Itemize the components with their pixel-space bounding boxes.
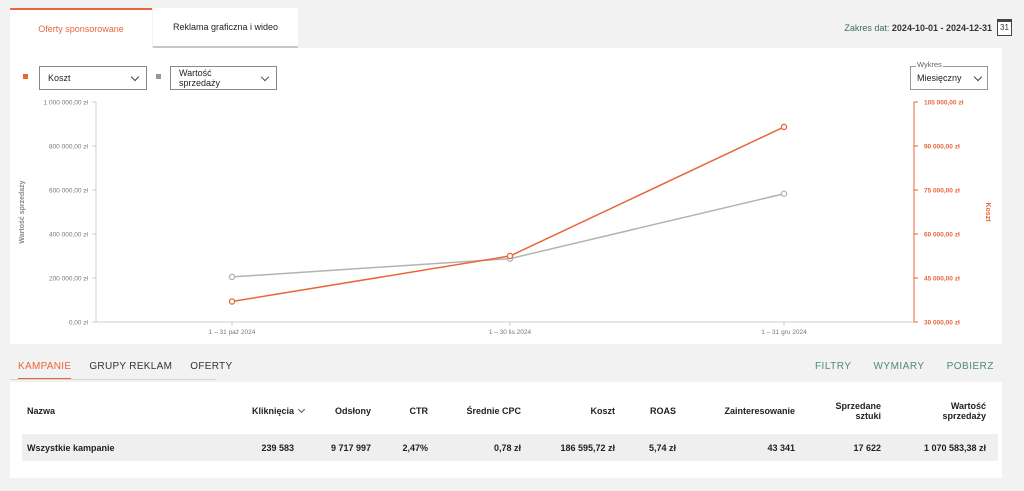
- table-row[interactable]: Wszystkie kampanie 239 583 9 717 997 2,4…: [22, 434, 998, 461]
- right-axis-title: Koszt: [984, 202, 991, 222]
- metric1-value: Koszt: [48, 73, 71, 83]
- col-clicks[interactable]: Kliknięcia: [251, 396, 306, 426]
- series-point: [506, 252, 514, 260]
- col-sales-value-line1: Wartość: [950, 401, 986, 411]
- metric2-value: Wartość sprzedaży: [179, 68, 221, 88]
- cell-avg-cpc: 0,78 zł: [493, 442, 521, 453]
- series-point: [780, 190, 788, 197]
- cell-cost: 186 595,72 zł: [560, 442, 615, 453]
- filters-button[interactable]: FILTRY: [814, 361, 852, 372]
- metric1-select[interactable]: Koszt: [39, 66, 147, 90]
- granularity-value: Miesięczny: [917, 73, 962, 83]
- tab-ad-groups[interactable]: GRUPY REKLAM: [89, 361, 173, 372]
- dimensions-button[interactable]: WYMIARY: [873, 361, 925, 372]
- left-tick-label: 1 000 000,00 zł: [44, 100, 89, 107]
- left-tick-label: 800 000,00 zł: [49, 144, 89, 151]
- col-roas[interactable]: ROAS: [649, 406, 676, 416]
- right-tick-label: 90 000,00 zł: [924, 144, 960, 151]
- col-sales-value[interactable]: Wartość sprzedaży: [942, 396, 986, 426]
- cell-sales-value: 1 070 583,38 zł: [923, 442, 986, 453]
- cell-clicks: 239 583: [261, 442, 294, 453]
- x-tick-label: 1 – 30 lis 2024: [489, 329, 532, 336]
- granularity-select[interactable]: Miesięczny: [910, 66, 988, 90]
- right-tick-label: 105 000,00 zł: [924, 100, 964, 107]
- product-tabs: Oferty sponsorowane Reklama graficzna i …: [10, 8, 298, 48]
- col-sales-value-line2: sprzedaży: [942, 411, 986, 421]
- col-impressions[interactable]: Odsłony: [334, 406, 371, 416]
- left-tick-label: 400 000,00 zł: [49, 232, 89, 239]
- col-cost[interactable]: Koszt: [590, 406, 616, 416]
- col-clicks-label: Kliknięcia: [251, 406, 294, 416]
- col-interest[interactable]: Zainteresowanie: [724, 406, 795, 416]
- tab-sponsored-offers[interactable]: Oferty sponsorowane: [10, 8, 152, 48]
- right-tick-label: 30 000,00 zł: [924, 320, 960, 327]
- series-point: [780, 123, 788, 131]
- cell-name: Wszystkie kampanie: [27, 442, 115, 453]
- sort-chevron-icon: [297, 405, 306, 414]
- x-tick-label: 1 – 31 gru 2024: [761, 329, 807, 336]
- x-tick-label: 1 – 31 paź 2024: [209, 329, 256, 336]
- calendar-icon[interactable]: 31: [997, 19, 1012, 36]
- series-point: [228, 273, 236, 281]
- series-point: [228, 298, 236, 305]
- left-axis-title: Wartość sprzedaży: [19, 180, 26, 243]
- tabs-divider: [10, 379, 216, 380]
- left-tick-label: 600 000,00 zł: [49, 188, 89, 195]
- cell-impressions: 9 717 997: [330, 442, 371, 453]
- series-line: [231, 126, 785, 303]
- cell-sold-units: 17 622: [853, 442, 881, 453]
- left-tick-label: 200 000,00 zł: [49, 276, 89, 283]
- right-tick-label: 45 000,00 zł: [924, 276, 960, 283]
- date-range[interactable]: Zakres dat: 2024-10-01 - 2024-12-31: [844, 23, 992, 33]
- col-ctr[interactable]: CTR: [409, 406, 429, 416]
- left-tick-label: 0,00 zł: [69, 320, 89, 327]
- granularity-label: Wykres: [916, 60, 943, 69]
- chart-panel: Koszt Wartość sprzedaży Miesięczny Wykre…: [10, 48, 1002, 344]
- metric1-color-swatch: [23, 74, 28, 79]
- download-button[interactable]: POBIERZ: [946, 361, 994, 372]
- series-line: [231, 193, 785, 278]
- col-sold-units[interactable]: Sprzedane sztuki: [835, 396, 881, 426]
- cell-ctr: 2,47%: [402, 442, 428, 453]
- cell-interest: 43 341: [767, 442, 795, 453]
- date-range-label: Zakres dat:: [844, 23, 890, 33]
- table-header: Nazwa Kliknięcia Odsłony CTR Średnie CPC…: [22, 396, 998, 426]
- table-actions: FILTRY WYMIARY POBIERZ: [815, 361, 994, 372]
- col-avg-cpc[interactable]: Średnie CPC: [466, 406, 521, 416]
- tab-campaigns[interactable]: KAMPANIE: [18, 361, 72, 380]
- line-chart: 0,00 zł 200 000,00 zł 400 000,00 zł 600 000…: [19, 100, 991, 337]
- table-tabs: KAMPANIE GRUPY REKLAM OFERTY: [18, 361, 250, 380]
- cell-roas: 5,74 zł: [648, 442, 676, 453]
- right-tick-label: 75 000,00 zł: [924, 188, 960, 195]
- tab-display-video[interactable]: Reklama graficzna i wideo: [153, 8, 298, 48]
- date-range-value: 2024-10-01 - 2024-12-31: [891, 23, 992, 33]
- right-tick-label: 60 000,00 zł: [924, 232, 960, 239]
- metric2-select[interactable]: Wartość sprzedaży: [170, 66, 277, 90]
- col-name[interactable]: Nazwa: [27, 406, 56, 416]
- tab-offers[interactable]: OFERTY: [190, 361, 233, 372]
- col-sold-units-line1: Sprzedane: [835, 401, 881, 411]
- col-sold-units-line2: sztuki: [855, 411, 881, 421]
- metric2-color-swatch: [156, 74, 161, 79]
- campaigns-table: Nazwa Kliknięcia Odsłony CTR Średnie CPC…: [10, 382, 1002, 478]
